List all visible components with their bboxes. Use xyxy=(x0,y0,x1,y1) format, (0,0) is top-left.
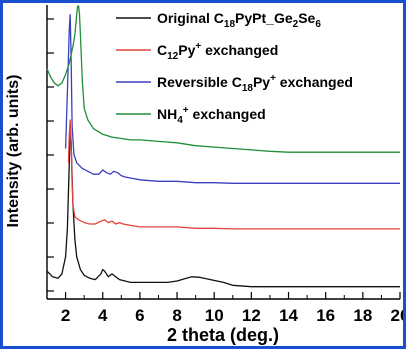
legend-text-part: 12 xyxy=(167,51,179,62)
x-tick-label-12: 12 xyxy=(242,306,261,325)
series-line-3 xyxy=(46,5,400,153)
legend-text-part: Reversible C xyxy=(157,74,242,90)
legend-entry-2: Reversible C18Py+ exchanged xyxy=(157,73,353,94)
legend-text-part: 4 xyxy=(177,115,183,126)
legend-text-part: exchanged xyxy=(201,42,278,58)
axes: 2 4 6 8 10 12 14 16 18 20 xyxy=(46,5,403,325)
legend-entry-0: Original C18PyPt_Ge2Se6 xyxy=(157,10,321,30)
legend-text-part: NH xyxy=(157,106,177,122)
y-ticks xyxy=(47,18,54,292)
legend-text-part: 18 xyxy=(242,83,254,94)
legend-text-part: + xyxy=(183,105,189,116)
legend-text-part: 2 xyxy=(293,19,299,30)
series-line-0 xyxy=(46,125,400,288)
x-tick-label-2: 2 xyxy=(61,306,70,325)
x-tick-label-14: 14 xyxy=(279,306,298,325)
x-ticks: 2 4 6 8 10 12 14 16 18 20 xyxy=(46,292,403,325)
series-line-2 xyxy=(64,13,400,184)
legend-text-part: PyPt_Ge xyxy=(235,10,293,26)
legend-text-part: + xyxy=(195,41,201,52)
legend-entry-1: C12Py+ exchanged xyxy=(157,41,278,62)
x-axis-label: 2 theta (deg.) xyxy=(167,325,279,345)
legend-text-part: exchanged xyxy=(189,106,266,122)
legend-text-part: + xyxy=(270,73,276,84)
x-tick-label-4: 4 xyxy=(98,306,108,325)
legend-text-part: exchanged xyxy=(276,74,353,90)
legend-text-part: 6 xyxy=(315,19,321,30)
xrd-chart: 2468101214161820 Original C18PyPt_Ge2Se6… xyxy=(5,5,403,345)
legend-entry-3: NH4+ exchanged xyxy=(157,105,266,126)
legend-text-part: C xyxy=(157,42,167,58)
legend-text-part: 18 xyxy=(224,19,236,30)
legend-text-part: Se xyxy=(298,10,315,26)
x-tick-label-10: 10 xyxy=(205,306,224,325)
x-tick-label-8: 8 xyxy=(172,306,181,325)
x-tick-label-18: 18 xyxy=(353,306,372,325)
series-layer xyxy=(46,5,400,288)
x-tick-label-16: 16 xyxy=(316,306,335,325)
legend-text-part: Py xyxy=(253,74,270,90)
x-tick-label-20: 20 xyxy=(391,306,403,325)
legend-text-part: Original C xyxy=(157,10,224,26)
series-line-1 xyxy=(67,119,400,230)
y-axis-label: Intensity (arb. units) xyxy=(5,75,22,228)
legend-text-part: Py xyxy=(178,42,195,58)
x-tick-label-6: 6 xyxy=(135,306,144,325)
